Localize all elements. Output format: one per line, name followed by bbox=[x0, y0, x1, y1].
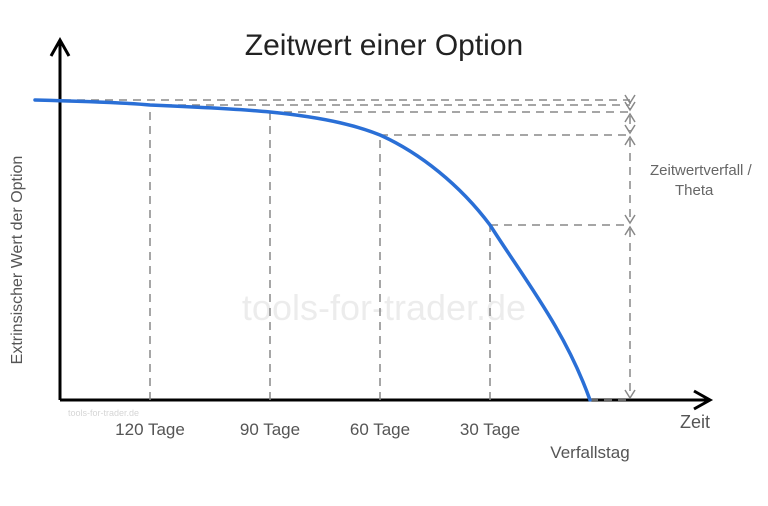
time-value-chart: Zeitwert einer Option Extrinsischer Wert … bbox=[0, 0, 768, 506]
time-value-curve bbox=[35, 100, 590, 400]
watermark-small: tools-for-trader.de bbox=[68, 408, 139, 418]
tick-t30: 30 Tage bbox=[460, 420, 520, 439]
interval-arrow-down-2 bbox=[625, 125, 635, 133]
interval-arrow-down-0 bbox=[625, 95, 635, 103]
x-axis-label: Zeit bbox=[680, 412, 710, 432]
tick-t120: 120 Tage bbox=[115, 420, 185, 439]
tick-t60: 60 Tage bbox=[350, 420, 410, 439]
tick-expiry: Verfallstag bbox=[550, 443, 629, 462]
y-axis-label: Extrinsischer Wert der Option bbox=[9, 156, 26, 365]
watermark-main: tools-for-trader.de bbox=[242, 287, 526, 328]
tick-t90: 90 Tage bbox=[240, 420, 300, 439]
annotation-line1: Zeitwertverfall / bbox=[650, 162, 753, 179]
chart-title: Zeitwert einer Option bbox=[245, 29, 523, 62]
interval-arrow-down-4 bbox=[625, 390, 635, 398]
annotation-line2: Theta bbox=[675, 182, 714, 199]
